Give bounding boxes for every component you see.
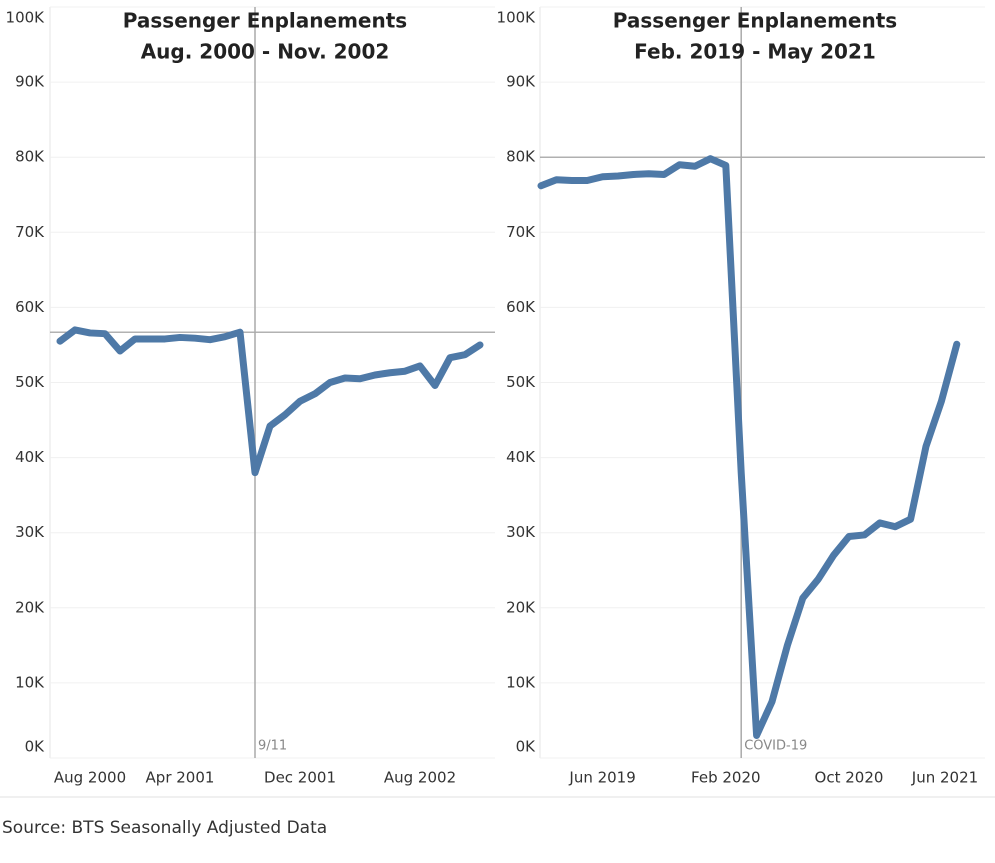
x-tick-label: Apr 2001 (146, 769, 215, 787)
y-tick-label: 80K (506, 148, 536, 166)
chart-subtitle: Aug. 2000 - Nov. 2002 (141, 40, 390, 64)
y-tick-label: 50K (506, 373, 536, 391)
y-tick-label: 30K (15, 523, 45, 541)
y-tick-label: 40K (506, 448, 536, 466)
annotation: COVID-19 (744, 739, 807, 754)
y-tick-label: 60K (15, 298, 45, 316)
source-note: Source: BTS Seasonally Adjusted Data (2, 818, 327, 838)
y-tick-label: 60K (506, 298, 536, 316)
y-tick-label: 50K (15, 373, 45, 391)
y-tick-label: 90K (506, 73, 536, 91)
x-tick-label: Feb 2020 (691, 769, 761, 787)
chart-subtitle: Feb. 2019 - May 2021 (634, 40, 876, 64)
y-tick-label: 70K (506, 223, 536, 241)
x-tick-label: Aug 2000 (54, 769, 126, 787)
y-tick-label: 100K (497, 9, 537, 27)
y-tick-label: 100K (6, 9, 46, 27)
y-tick-label: 90K (15, 73, 45, 91)
series-line (537, 155, 961, 739)
annotation: 9/11 (258, 739, 287, 754)
chart-title: Passenger Enplanements (613, 9, 897, 33)
y-tick-label: 20K (15, 598, 45, 616)
y-tick-label: 40K (15, 448, 45, 466)
y-tick-label: 10K (506, 673, 536, 691)
x-tick-label: Jun 2019 (568, 769, 635, 787)
y-tick-label: 70K (15, 223, 45, 241)
y-tick-label: 80K (15, 148, 45, 166)
y-tick-label: 30K (506, 523, 536, 541)
x-tick-label: Dec 2001 (264, 769, 336, 787)
x-tick-label: Oct 2020 (815, 769, 884, 787)
y-tick-label: 10K (15, 673, 45, 691)
y-tick-label: 0K (25, 738, 46, 756)
x-tick-label: Jun 2021 (911, 769, 978, 787)
y-tick-label: 20K (506, 598, 536, 616)
chart-title: Passenger Enplanements (123, 9, 407, 33)
series-line (56, 326, 484, 477)
y-tick-label: 0K (516, 738, 537, 756)
x-tick-label: Aug 2002 (384, 769, 456, 787)
